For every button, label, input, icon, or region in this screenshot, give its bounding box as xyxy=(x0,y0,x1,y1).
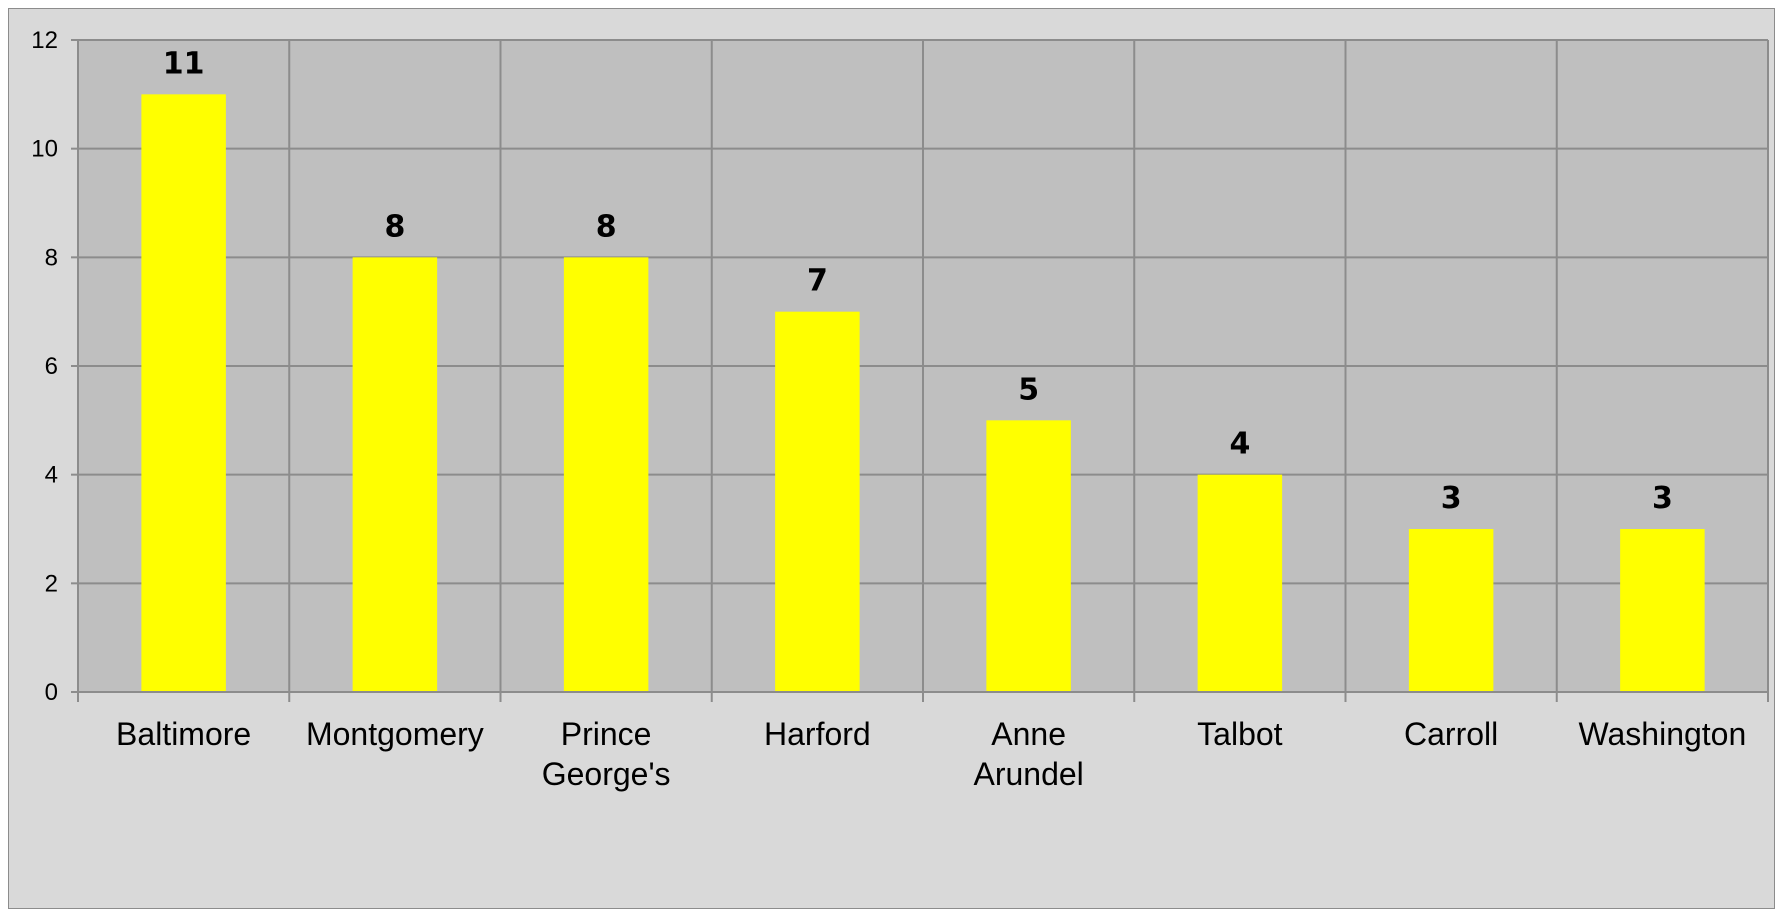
y-tick-label: 2 xyxy=(45,570,58,597)
data-label: 11 xyxy=(163,46,205,81)
bar xyxy=(564,257,649,692)
bar xyxy=(1409,529,1494,692)
y-tick-label: 4 xyxy=(45,462,58,489)
y-tick-label: 8 xyxy=(45,244,58,271)
bar xyxy=(1620,529,1705,692)
data-label: 8 xyxy=(596,209,617,244)
data-label: 5 xyxy=(1018,372,1039,407)
y-tick-label: 10 xyxy=(31,136,58,163)
x-tick-label: Baltimore xyxy=(116,716,251,752)
bar xyxy=(986,420,1071,692)
y-tick-label: 0 xyxy=(45,679,58,706)
bar-chart: 11 8 8 7 5 4 3 3 0 2 4 6 8 10 12 Baltimore Montgomery Pr… xyxy=(9,9,1776,910)
bar xyxy=(775,312,860,692)
x-tick-label: Harford xyxy=(764,716,871,752)
x-tick-label: Prince xyxy=(561,716,652,752)
x-tick-label: George's xyxy=(542,756,671,792)
x-tick-label: Washington xyxy=(1578,716,1746,752)
x-tick-label: Talbot xyxy=(1197,716,1283,752)
bar xyxy=(1198,475,1283,692)
x-tick-label: Arundel xyxy=(973,756,1083,792)
data-label: 3 xyxy=(1441,481,1462,516)
data-label: 4 xyxy=(1229,427,1250,462)
bar xyxy=(353,257,438,692)
x-tick-label: Anne xyxy=(991,716,1066,752)
x-tick-label: Montgomery xyxy=(306,716,484,752)
bar xyxy=(141,94,226,692)
y-tick-label: 12 xyxy=(31,27,58,54)
y-tick-label: 6 xyxy=(45,353,58,380)
data-label: 8 xyxy=(384,209,405,244)
x-tick-label: Carroll xyxy=(1404,716,1498,752)
chart-area: 11 8 8 7 5 4 3 3 0 2 4 6 8 10 12 Baltimore Montgomery Pr… xyxy=(8,8,1775,909)
data-label: 7 xyxy=(807,264,828,299)
data-label: 3 xyxy=(1652,481,1673,516)
